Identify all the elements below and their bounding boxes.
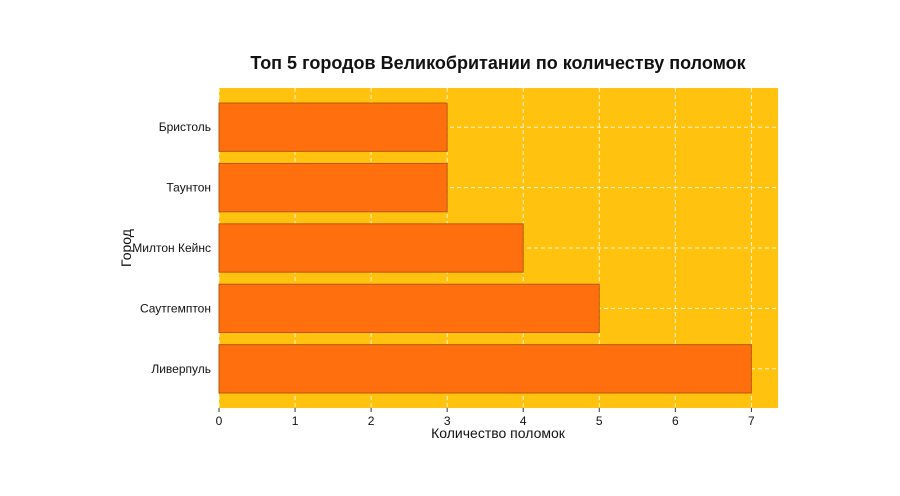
x-axis-label: Количество поломок bbox=[431, 425, 566, 441]
x-tick-label: 0 bbox=[216, 414, 223, 428]
y-tick-label: Ливерпуль bbox=[151, 362, 211, 376]
x-tick-label: 6 bbox=[672, 414, 679, 428]
bar bbox=[218, 283, 600, 334]
x-tick-label: 1 bbox=[292, 414, 299, 428]
bar bbox=[218, 102, 448, 152]
x-tick-label: 4 bbox=[520, 414, 527, 428]
bar bbox=[218, 344, 752, 394]
x-tick-label: 7 bbox=[748, 414, 755, 428]
chart-title: Топ 5 городов Великобритании по количест… bbox=[250, 53, 746, 73]
y-axis-label: Город bbox=[118, 229, 134, 267]
bars-group bbox=[218, 102, 752, 394]
bar bbox=[218, 223, 524, 273]
y-tick-labels: Бристоль Таунтон Милтон Кейнс Саутгемптон Ли… bbox=[132, 120, 211, 376]
y-tick-label: Саутгемптон bbox=[140, 301, 211, 315]
x-tick-label: 2 bbox=[368, 414, 375, 428]
y-tick-label: Таунтон bbox=[166, 181, 211, 195]
x-tick-labels: 0 1 2 3 4 5 6 7 bbox=[216, 408, 755, 428]
x-tick-label: 3 bbox=[444, 414, 451, 428]
bar bbox=[218, 162, 448, 213]
y-tick-label: Бристоль bbox=[159, 120, 211, 134]
x-tick-label: 5 bbox=[596, 414, 603, 428]
y-tick-label: Милтон Кейнс bbox=[132, 241, 211, 255]
